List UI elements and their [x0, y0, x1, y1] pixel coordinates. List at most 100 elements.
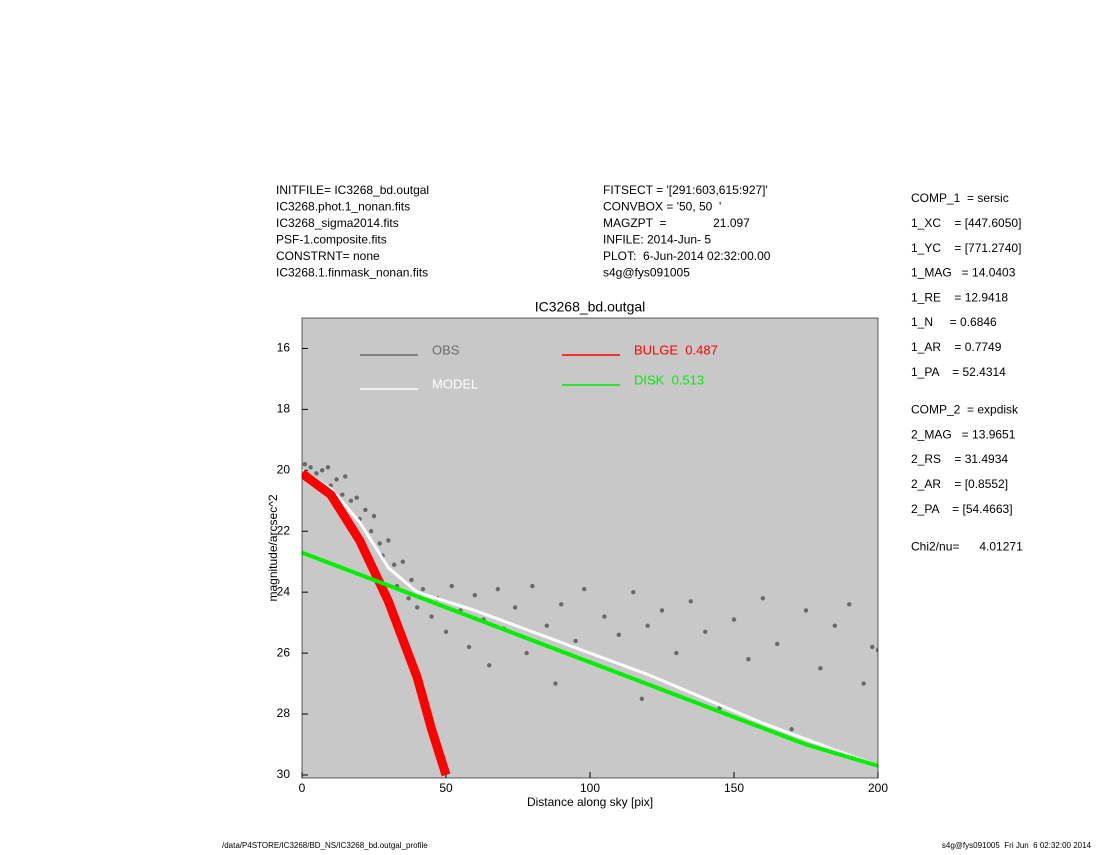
data-point — [832, 623, 837, 628]
data-point — [325, 465, 331, 470]
legend-label: BULGE 0.487 — [634, 342, 718, 357]
profile-line — [302, 469, 451, 777]
data-point — [746, 656, 751, 662]
x-tick-label: 200 — [868, 781, 888, 795]
header-line: PSF-1.composite.fits — [276, 233, 387, 247]
data-point — [319, 468, 325, 473]
fit-parameter: 2_AR = [0.8552] — [911, 477, 1008, 491]
fit-parameter: 2_PA = [54.4663] — [911, 502, 1013, 516]
data-point — [559, 602, 564, 607]
data-point — [466, 644, 472, 650]
data-point — [308, 465, 313, 470]
y-tick-label: 16 — [277, 341, 291, 355]
legend-label: DISK 0.513 — [634, 372, 704, 387]
data-point — [875, 647, 878, 653]
data-point — [789, 727, 794, 732]
y-axis-label: magnitude/arcsec^2 — [266, 494, 280, 601]
header-line: INITFILE= IC3268_bd.outgal — [276, 183, 429, 197]
header-line: PLOT: 6-Jun-2014 02:32:00.00 — [603, 249, 771, 263]
fit-parameter: 2_MAG = 13.9651 — [911, 427, 1016, 441]
data-point — [429, 614, 434, 619]
data-point — [512, 605, 518, 610]
footer-left: /data/P4STORE/IC3268/BD_NS/IC3268_bd.out… — [222, 841, 428, 850]
data-point — [386, 538, 391, 543]
data-point — [348, 498, 354, 503]
fit-parameter: COMP_2 = expdisk — [911, 403, 1019, 417]
data-point — [368, 529, 374, 534]
fit-parameter: 1_N = 0.6846 — [911, 315, 997, 329]
header-line: CONVBOX = '50, 50 ' — [603, 200, 721, 214]
data-point — [371, 513, 377, 519]
data-point — [775, 641, 780, 647]
legend-label: OBS — [432, 342, 460, 357]
fit-parameter: 1_YC = [771.2740] — [911, 241, 1021, 255]
fit-parameter: COMP_1 = sersic — [911, 191, 1009, 205]
profile-line — [302, 469, 878, 768]
fit-parameter: 1_AR = 0.7749 — [911, 340, 1002, 354]
data-point — [495, 586, 501, 592]
data-point — [582, 586, 587, 592]
fit-parameter: 2_RS = 31.4934 — [911, 452, 1008, 466]
data-point — [449, 583, 454, 589]
data-point — [703, 629, 708, 634]
data-point — [530, 583, 535, 589]
data-point — [409, 577, 414, 583]
legend-label: MODEL — [432, 376, 478, 391]
data-point — [334, 477, 339, 482]
plot-marks — [302, 462, 878, 777]
data-point — [377, 541, 382, 546]
header-line: IC3268.phot.1_nonan.fits — [276, 200, 410, 214]
data-point — [302, 462, 308, 467]
data-point — [639, 696, 645, 701]
data-point — [420, 586, 426, 592]
header-line: CONSTRNT= none — [276, 249, 380, 263]
header-line: s4g@fys091005 — [603, 266, 690, 280]
data-point — [688, 599, 693, 604]
data-point — [861, 681, 866, 686]
data-point — [659, 608, 665, 613]
x-tick-label: 150 — [724, 781, 744, 795]
y-tick-label: 20 — [277, 462, 291, 476]
data-point — [472, 593, 477, 598]
data-point — [363, 507, 368, 513]
data-point — [870, 644, 875, 650]
data-point — [406, 596, 411, 601]
plot-frame — [301, 317, 879, 779]
data-point — [553, 681, 558, 686]
data-point — [487, 663, 492, 668]
fit-parameter: 1_XC = [447.6050] — [911, 216, 1021, 230]
data-point — [674, 650, 679, 656]
x-axis-label: Distance along sky [pix] — [527, 795, 653, 809]
data-point — [443, 629, 449, 634]
data-point — [573, 638, 578, 644]
footer-right: s4g@fys091005 Fri Jun 6 02:32:00 2014 — [942, 841, 1092, 850]
y-tick-label: 30 — [277, 767, 291, 781]
plot-area — [302, 318, 878, 778]
data-point — [544, 623, 549, 628]
data-point — [340, 492, 345, 497]
y-tick-label: 18 — [277, 402, 291, 416]
data-point — [645, 623, 650, 628]
data-point — [731, 617, 737, 622]
y-tick-label: 26 — [277, 645, 291, 659]
data-point — [524, 650, 529, 656]
profile-line — [302, 550, 878, 768]
data-point — [400, 559, 405, 564]
data-point — [847, 602, 852, 607]
header-line: FITSECT = '[291:603,615:927]' — [603, 183, 768, 197]
x-tick-label: 100 — [580, 781, 600, 795]
y-tick-label: 24 — [277, 584, 291, 598]
x-tick-label: 0 — [299, 781, 306, 795]
data-point — [818, 666, 823, 671]
fit-parameter: 1_MAG = 14.0403 — [911, 266, 1016, 280]
fit-parameter: Chi2/nu= 4.01271 — [911, 540, 1023, 554]
x-tick-label: 50 — [439, 781, 453, 795]
y-tick-label: 22 — [277, 523, 291, 537]
data-point — [760, 596, 765, 601]
header-line: MAGZPT = 21.097 — [603, 216, 750, 230]
data-point — [415, 605, 420, 610]
header-line: IC3268_sigma2014.fits — [276, 216, 399, 230]
header-line: IC3268.1.finmask_nonan.fits — [276, 266, 428, 280]
